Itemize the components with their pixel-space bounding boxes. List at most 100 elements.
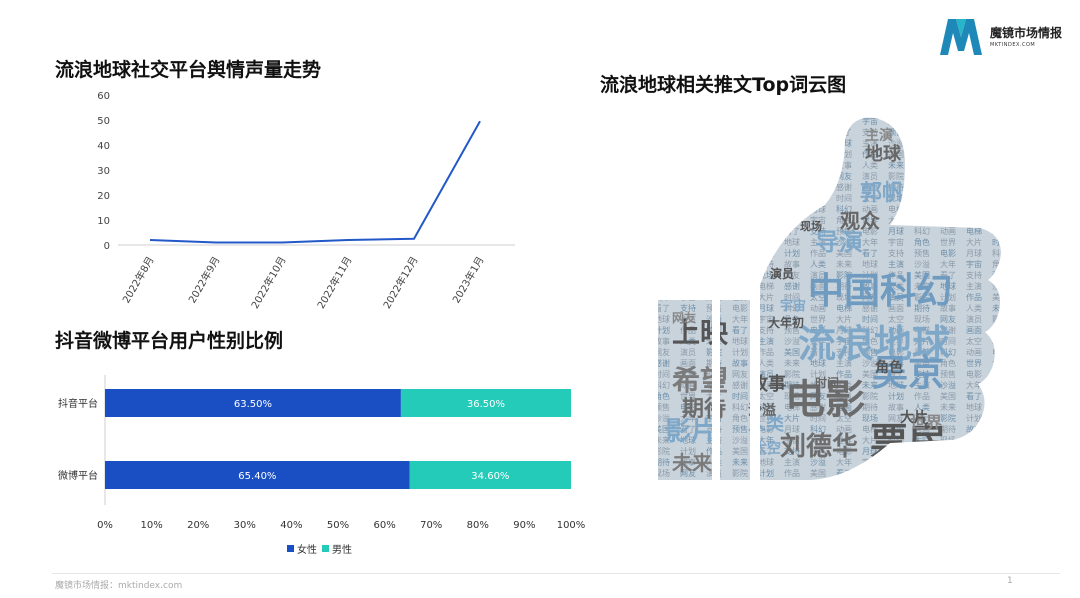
wordcloud-filler-word: 未来 [758, 237, 774, 247]
wordcloud-filler-word: 计划 [862, 270, 878, 280]
wordcloud-filler-word: 影院 [940, 413, 956, 423]
wordcloud-filler-word: 未来 [680, 215, 696, 225]
wordcloud-word: 郭帆 [860, 180, 904, 206]
wordcloud-filler-word: 科幻 [992, 248, 1008, 258]
wordcloud-filler-word: 演员 [966, 314, 982, 324]
wordcloud-filler-word: 支持 [862, 127, 878, 137]
wordcloud-filler-word: 太空 [706, 149, 722, 159]
wordcloud-filler-word: 角色 [654, 391, 670, 401]
wordcloud-filler-word: 角色 [966, 138, 982, 148]
wordcloud-filler-word: 现场 [680, 249, 696, 258]
wordcloud-filler-word: 看了 [992, 172, 1008, 181]
wordcloud-filler-word: 角色 [680, 171, 696, 181]
wordcloud-filler-word: 科幻 [940, 347, 956, 357]
page-number: 1 [1007, 576, 1013, 586]
wordcloud-filler-word: 人类 [758, 358, 774, 368]
wordcloud-filler-word: 画面 [940, 205, 956, 214]
wordcloud-filler-word: 作品 [654, 204, 670, 214]
wordcloud-filler-word: 人类 [914, 402, 930, 412]
wordcloud-filler-word: 影院 [680, 226, 696, 236]
wordcloud-filler-word: 期待 [784, 380, 800, 390]
x-tick-label: 20% [187, 520, 209, 531]
wordcloud-filler-word: 大片 [966, 237, 982, 247]
wordcloud-filler-word: 现场 [888, 194, 904, 203]
wordcloud-filler-word: 未来 [940, 402, 956, 412]
wordcloud-filler-word: 现场 [966, 216, 982, 225]
wordcloud-filler-word: 地球 [862, 259, 878, 269]
wordcloud-filler-word: 现场 [732, 150, 748, 159]
wordcloud-filler-word: 世界 [654, 270, 670, 280]
wordcloud-filler-word: 月球 [784, 424, 800, 434]
wordcloud-filler-word: 宇宙 [654, 171, 670, 181]
wordcloud-filler-word: 故事 [888, 402, 904, 412]
wordcloud-filler-word: 大年 [862, 237, 878, 247]
wordcloud-filler-word: 宇宙 [992, 380, 1008, 390]
wordcloud-filler-word: 动画 [836, 424, 852, 434]
wordcloud-filler-word: 主演 [758, 336, 774, 346]
wordcloud-filler-word: 地球 [940, 281, 956, 291]
wordcloud-filler-word: 故事 [680, 457, 696, 467]
wordcloud-filler-word: 科幻 [680, 160, 696, 170]
wordcloud-filler-word: 大片 [680, 270, 696, 280]
wordcloud-filler-word: 支持 [992, 391, 1008, 401]
wordcloud-filler-word: 影院 [836, 270, 852, 280]
wordcloud-filler-word: 演员 [888, 292, 904, 302]
wordcloud-filler-word: 电梯 [680, 259, 696, 269]
wordcloud-filler-word: 支持 [784, 446, 800, 456]
x-tick-label: 30% [234, 520, 256, 531]
wordcloud-filler-word: 月球 [732, 182, 748, 192]
wordcloud-filler-word: 宇宙 [966, 259, 982, 269]
wordcloud-filler-word: 电梯 [888, 204, 904, 214]
wordcloud-word: 故事 [750, 373, 786, 395]
wordcloud-filler-word: 人类 [888, 281, 904, 291]
wordcloud-filler-word: 现场 [862, 414, 878, 423]
wordcloud-filler-word: 宇宙 [810, 215, 826, 225]
wordcloud-filler-word: 未来 [732, 457, 748, 467]
wordcloud-filler-word: 宇宙 [940, 138, 956, 148]
wordcloud-filler-word: 时间 [940, 336, 956, 346]
wordcloud-filler-word: 计划 [810, 369, 826, 379]
wordcloud-filler-word: 影院 [758, 248, 774, 258]
wordcloud-filler-word: 期待 [836, 281, 852, 291]
wordcloud-filler-word: 美国 [784, 347, 800, 357]
wordcloud-filler-word: 电影 [888, 347, 904, 357]
wordcloud-filler-word: 预售 [940, 369, 956, 379]
wordcloud-filler-word: 时间 [758, 171, 774, 181]
wordcloud-filler-word: 地球 [966, 402, 982, 412]
wordcloud-word: 希望 [672, 364, 728, 397]
wordcloud-filler-word: 影院 [992, 314, 1008, 324]
wordcloud-filler-word: 宇宙 [940, 479, 956, 489]
wordcloud-filler-word: 动画 [654, 259, 670, 269]
wordcloud-filler-word: 沙溢 [888, 138, 904, 148]
wordcloud-filler-word: 电梯 [784, 402, 800, 412]
wordcloud-filler-word: 计划 [784, 248, 800, 258]
wordcloud-word: 大片 [900, 409, 928, 426]
wordcloud-word: 影片 [665, 417, 717, 447]
wordcloud-filler-word: 月球 [940, 468, 956, 478]
wordcloud-filler-word: 大片 [914, 336, 930, 346]
wordcloud-filler-word: 演员 [758, 369, 774, 379]
wordcloud-filler-word: 影院 [784, 369, 800, 379]
wordcloud-filler-word: 作品 [758, 347, 774, 357]
wordcloud-filler-word: 计划 [732, 347, 748, 357]
footer-text: 魔镜市场情报：mktindex.com [55, 581, 183, 591]
wordcloud-filler-word: 动画 [862, 204, 878, 214]
footer-divider [52, 573, 1060, 574]
wordcloud-filler-word: 世界 [706, 171, 722, 181]
wordcloud-filler-word: 科幻 [836, 204, 852, 214]
wordcloud-filler-word: 动画 [758, 402, 774, 412]
wordcloud-filler-word: 故事 [654, 336, 670, 346]
wordcloud-filler-word: 地球 [784, 237, 800, 247]
wordcloud-filler-word: 网友 [810, 391, 826, 401]
wordcloud-filler-word: 大年 [992, 160, 1008, 170]
wordcloud-filler-word: 故事 [992, 204, 1008, 214]
wordcloud-filler-word: 感谢 [680, 479, 696, 489]
wordcloud-filler-word: 影院 [654, 446, 670, 456]
x-tick-label: 60% [373, 520, 395, 531]
wordcloud-filler-word: 时间 [784, 292, 800, 302]
wordcloud-filler-word: 大片 [940, 457, 956, 467]
x-tick-label: 2022年8月 [119, 254, 156, 305]
wordcloud-filler-word: 月球 [966, 248, 982, 258]
wordcloud-filler-word: 现场 [758, 271, 774, 280]
wordcloud-filler-word: 沙溢 [810, 116, 826, 126]
